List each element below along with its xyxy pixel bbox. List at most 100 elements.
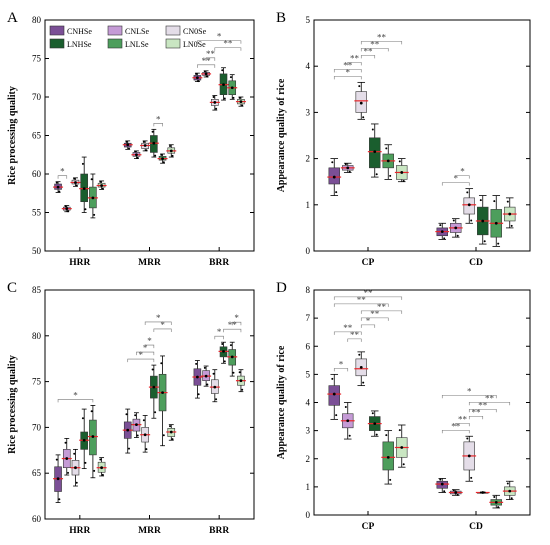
data-point	[101, 187, 104, 190]
significance-label: **	[370, 39, 380, 49]
data-point	[510, 497, 513, 500]
mean-point	[74, 466, 77, 470]
data-point	[162, 434, 165, 437]
data-point	[479, 491, 482, 494]
bracket-line	[57, 399, 94, 403]
data-point	[331, 377, 334, 380]
mean-point	[195, 375, 199, 379]
data-point	[331, 161, 334, 164]
series-cnhse	[327, 373, 450, 493]
significance-bracket: *	[360, 316, 376, 328]
data-point	[470, 219, 473, 222]
series-cnlse	[61, 70, 212, 213]
data-point	[402, 180, 405, 183]
significance-bracket: **	[205, 49, 216, 61]
mean-point	[100, 184, 104, 187]
data-point	[195, 73, 198, 76]
bracket-line	[333, 76, 362, 80]
legend-swatch	[107, 38, 123, 49]
significance-label: *	[73, 390, 78, 400]
significance-label: **	[364, 46, 374, 56]
panel-label: B	[276, 10, 286, 26]
data-point	[506, 482, 509, 485]
significance-bracket: *	[231, 313, 242, 326]
significance-label: **	[206, 49, 216, 59]
significance-bracket: **	[347, 330, 362, 342]
data-point	[371, 128, 374, 131]
data-point	[348, 434, 351, 437]
data-point	[232, 96, 235, 99]
mean-point	[440, 482, 444, 486]
mean-point	[359, 101, 363, 105]
series-cnhse	[53, 360, 203, 503]
data-point	[452, 219, 455, 222]
mean-point	[135, 153, 138, 157]
bracket-line	[441, 182, 470, 186]
y-tick-label: 6	[306, 341, 311, 351]
mean-point	[143, 433, 147, 437]
mean-point	[65, 457, 69, 460]
legend-label: CN0Se	[183, 27, 207, 36]
y-tick-label: 80	[32, 331, 42, 341]
bracket-line	[360, 41, 403, 45]
data-point	[335, 414, 338, 417]
mean-point	[195, 76, 199, 80]
legend-swatch	[49, 25, 65, 36]
series-cn0se	[354, 351, 477, 482]
data-point	[479, 199, 482, 202]
bracket-line	[360, 55, 376, 59]
legend-swatch	[165, 38, 181, 49]
bracket-line	[468, 401, 511, 406]
data-point	[197, 80, 200, 83]
significance-label: *	[366, 316, 371, 326]
data-point	[203, 70, 206, 73]
mean-point	[204, 374, 208, 378]
legend-swatch	[49, 38, 65, 49]
data-point	[212, 372, 215, 375]
mean-point	[481, 491, 485, 494]
data-point	[335, 191, 338, 194]
mean-point	[56, 185, 60, 189]
mean-point	[152, 141, 156, 145]
mean-point	[82, 438, 86, 442]
data-point	[215, 107, 218, 110]
legend-label: LNLSe	[125, 40, 149, 49]
category-label: BRR	[209, 526, 229, 536]
y-axis-label: Rice processing quality	[7, 355, 18, 454]
y-tick-label: 75	[32, 54, 42, 64]
data-point	[389, 174, 392, 177]
mean-point	[467, 454, 471, 458]
bracket-line	[360, 317, 389, 321]
legend-item-lnhse: LNHSe	[49, 38, 92, 49]
mean-point	[230, 355, 234, 359]
y-tick-label: 3	[306, 107, 311, 117]
series-lnlse	[381, 144, 504, 247]
significance-label: **	[343, 323, 353, 333]
legend-item-lnlse: LNLSe	[107, 38, 149, 49]
mean-point	[239, 379, 243, 383]
data-point	[344, 406, 347, 408]
mean-point	[508, 212, 512, 216]
mean-point	[346, 419, 350, 423]
significance-bracket: *	[333, 67, 362, 80]
bracket-line	[214, 335, 224, 340]
mean-point	[373, 422, 377, 425]
axes-frame	[44, 19, 255, 252]
box	[328, 385, 340, 406]
data-point	[64, 441, 67, 444]
significance-bracket: *	[57, 167, 68, 179]
data-point	[154, 411, 157, 414]
significance-label: *	[234, 313, 239, 323]
data-point	[160, 362, 163, 365]
bracket-line	[153, 123, 163, 127]
data-point	[506, 200, 509, 203]
data-point	[497, 506, 500, 509]
series-cn0se	[70, 369, 220, 487]
mean-point	[386, 159, 390, 163]
mean-point	[467, 203, 471, 207]
significance-label: **	[485, 393, 495, 403]
y-tick-label: 70	[32, 422, 42, 432]
y-tick-label: 80	[32, 15, 42, 25]
significance-label: **	[472, 407, 482, 417]
significance-bracket: **	[347, 53, 362, 66]
